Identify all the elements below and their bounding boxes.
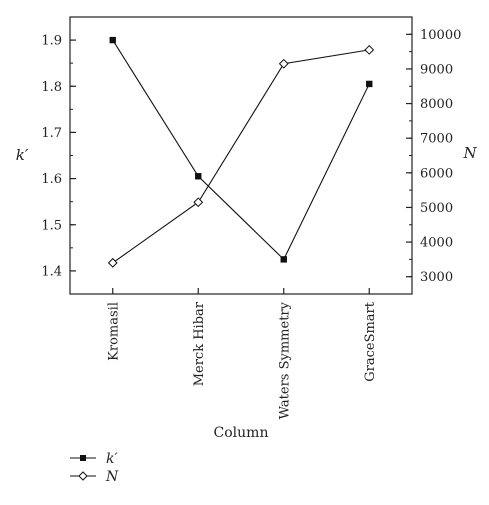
x-category-label: GraceSmart <box>363 301 378 382</box>
right-y-tick-label: 4000 <box>420 236 453 251</box>
right-y-tick-label: 5000 <box>420 201 453 216</box>
left-y-tick-label: 1.6 <box>41 172 62 187</box>
legend-label: N <box>105 469 119 485</box>
right-y-tick-label: 10000 <box>420 28 461 43</box>
n-data-point <box>278 58 289 69</box>
right-y-tick-label: 8000 <box>420 97 453 112</box>
series-line-n <box>112 49 370 264</box>
right-y-tick-label: 3000 <box>420 270 453 285</box>
n-data-point <box>193 197 204 208</box>
x-axis-title: Column <box>214 425 269 441</box>
series-line-k <box>112 39 370 261</box>
legend-label: k′ <box>106 451 118 467</box>
legend-marker-square <box>80 455 86 461</box>
n-data-point <box>364 44 375 55</box>
legend-marker-diamond <box>78 471 88 481</box>
k-data-point <box>109 36 116 44</box>
right-y-axis-title: N <box>462 144 477 162</box>
n-data-point <box>107 257 118 268</box>
k-data-point <box>366 80 373 88</box>
x-category-label: Kromasil <box>106 302 121 361</box>
left-y-tick-label: 1.9 <box>41 34 62 49</box>
left-y-tick-label: 1.7 <box>41 126 62 141</box>
x-category-label: Merck Hibar <box>192 301 207 386</box>
k-data-point <box>195 173 202 180</box>
right-y-tick-label: 6000 <box>420 166 453 181</box>
left-y-tick-label: 1.4 <box>41 264 62 279</box>
k-data-point <box>280 256 287 263</box>
left-y-tick-label: 1.8 <box>41 80 62 95</box>
left-y-axis-title: k′ <box>16 146 29 164</box>
right-y-tick-label: 7000 <box>420 132 453 147</box>
x-category-label: Waters Symmetry <box>277 301 292 419</box>
legend: k′ N <box>70 451 119 485</box>
plot-frame <box>69 16 413 295</box>
right-y-tick-label: 9000 <box>420 62 453 77</box>
left-y-tick-label: 1.5 <box>41 218 62 233</box>
